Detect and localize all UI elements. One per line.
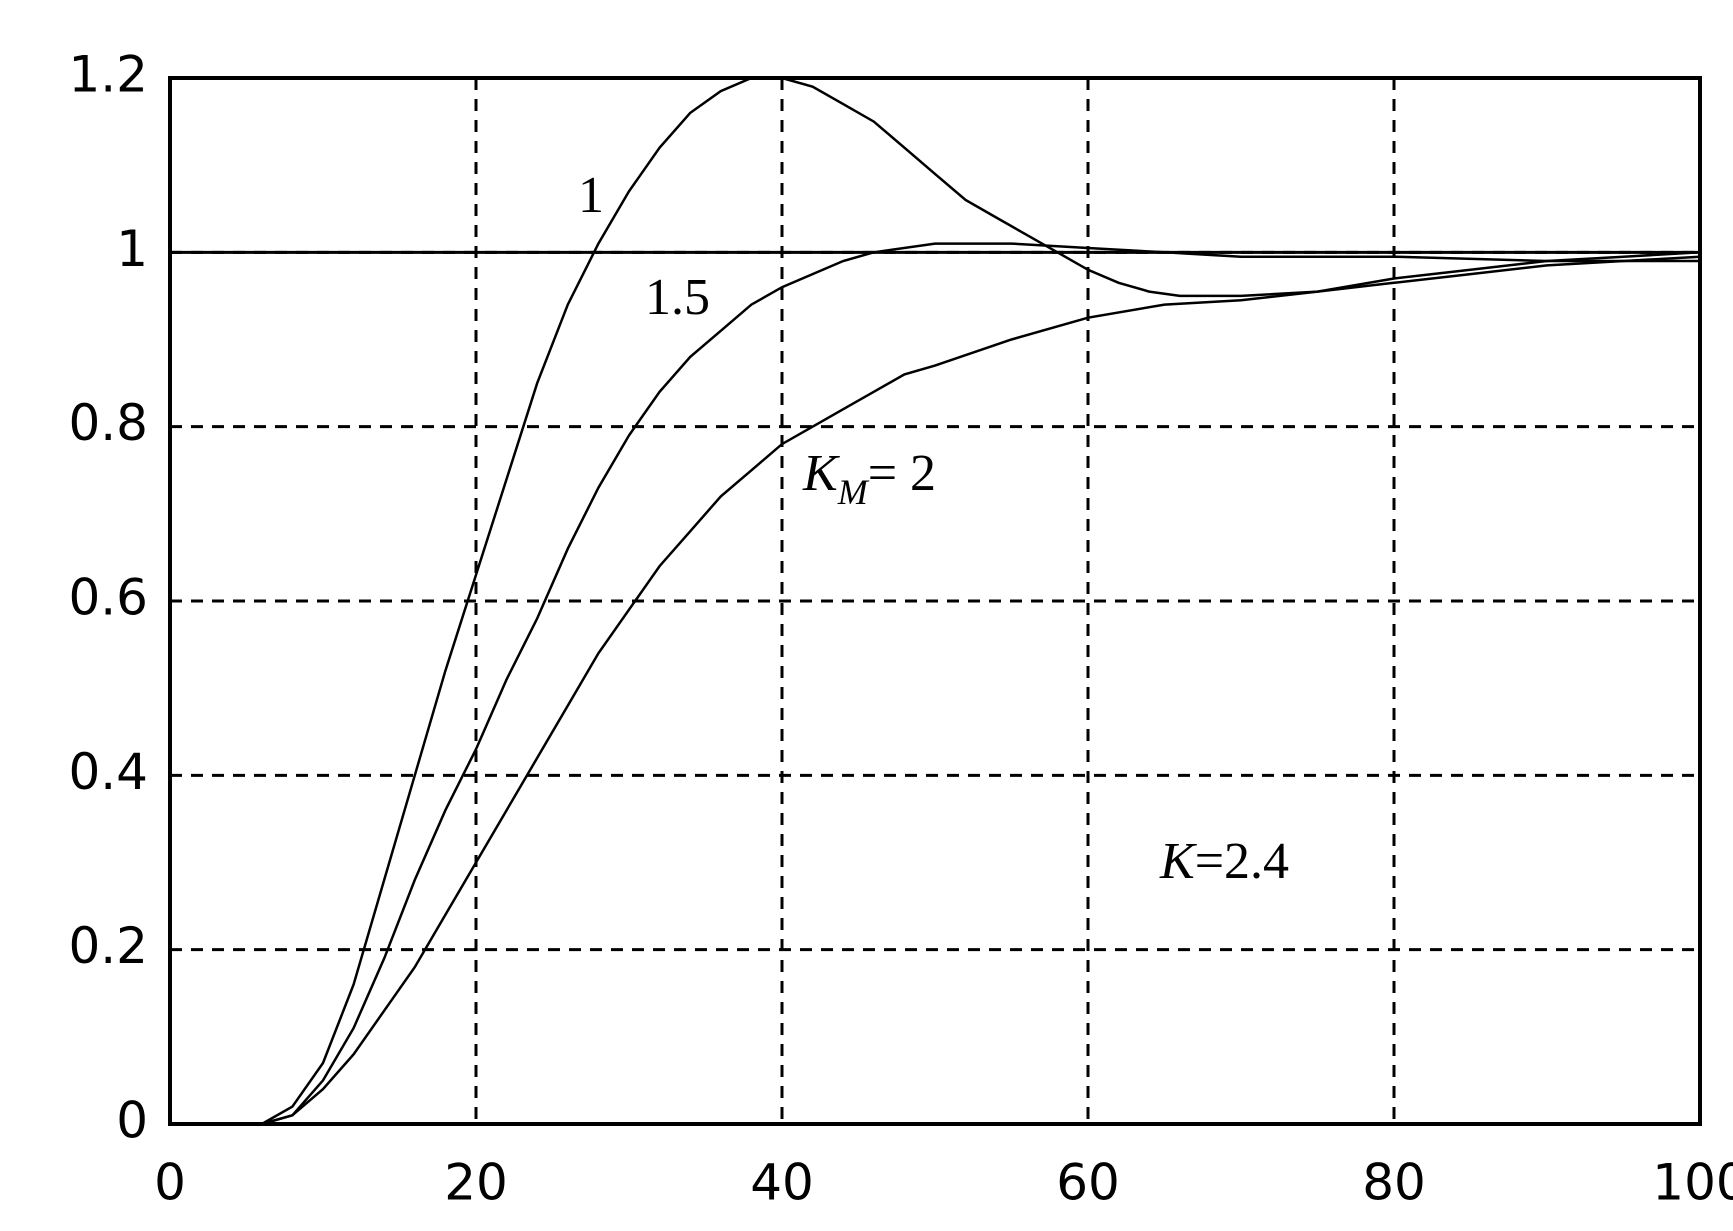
annotation-var: K [1159, 833, 1197, 890]
x-tick-label: 80 [1362, 1154, 1426, 1212]
y-tick-label: 0 [116, 1092, 148, 1150]
series-label-sub: M [837, 472, 870, 512]
series-line [261, 242, 1700, 1126]
x-tick-label: 60 [1056, 1154, 1120, 1212]
annotation-text: =2.4 [1195, 833, 1289, 890]
series-line [261, 76, 1701, 1126]
y-tick-label: 1.2 [68, 46, 148, 104]
series-label: KM= 2 [802, 445, 936, 512]
series-label: 1.5 [645, 269, 710, 326]
series-line [261, 255, 1701, 1126]
plot-frame [168, 76, 1702, 1126]
y-tick-label: 0.2 [68, 917, 148, 975]
y-tick-label: 0.8 [68, 394, 148, 452]
x-tick-label: 0 [154, 1154, 186, 1212]
series-label-value: = 2 [868, 445, 936, 502]
x-tick-label: 100 [1652, 1154, 1733, 1212]
series-label: 1 [578, 167, 604, 224]
x-tick-label: 40 [750, 1154, 814, 1212]
x-tick-label: 20 [444, 1154, 508, 1212]
series-label-var: K [802, 445, 840, 502]
y-tick-label: 0.4 [68, 743, 148, 801]
y-tick-label: 1 [116, 220, 148, 278]
annotation: K=2.4 [1159, 833, 1289, 890]
y-tick-label: 0.6 [68, 569, 148, 627]
